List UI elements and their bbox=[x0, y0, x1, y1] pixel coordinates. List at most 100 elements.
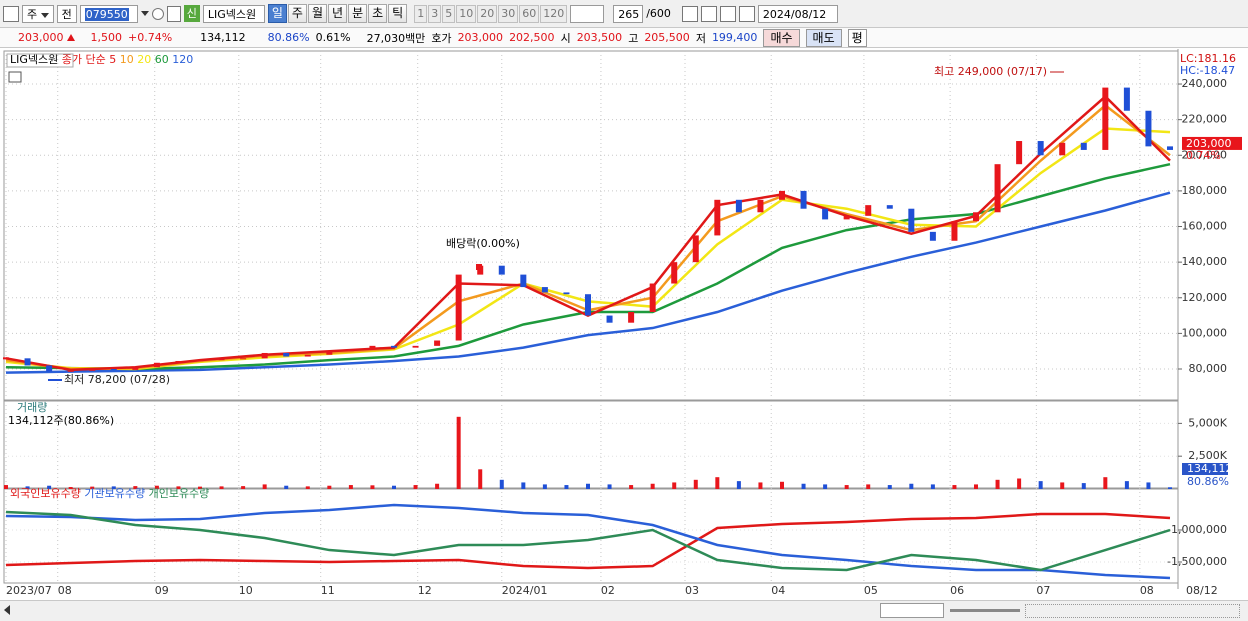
volume-bar bbox=[1146, 482, 1151, 489]
candle bbox=[1102, 87, 1109, 150]
y-tick-label: 5,000K bbox=[1188, 416, 1227, 429]
volume-bar bbox=[995, 479, 1000, 489]
sell-button[interactable]: 매도 bbox=[805, 28, 842, 47]
volume-bar bbox=[586, 483, 590, 489]
open: 203,500 bbox=[576, 31, 623, 44]
period-button[interactable]: 분 bbox=[348, 4, 368, 23]
volume-bar bbox=[715, 477, 720, 489]
playback-controls[interactable] bbox=[880, 603, 944, 618]
zoom-slider[interactable] bbox=[950, 609, 1020, 612]
tool-icon[interactable] bbox=[700, 5, 717, 22]
eval-button[interactable]: 평 bbox=[847, 28, 867, 47]
market: 주 bbox=[27, 7, 38, 21]
volume-bar bbox=[370, 485, 375, 489]
ex-dividend: 배당락(0.00%) bbox=[446, 237, 520, 250]
volume-bar bbox=[564, 485, 569, 489]
chart: 2023/07 08 09 10 11 12 2024/01 02 03 04 05 06 07 08 08… bbox=[0, 49, 1248, 600]
view-tools[interactable] bbox=[1025, 604, 1240, 618]
chart-bg bbox=[0, 49, 1248, 600]
prev-select[interactable]: 전 bbox=[56, 4, 77, 23]
candle bbox=[347, 349, 354, 352]
volume-bar bbox=[930, 484, 935, 489]
volume-bar bbox=[25, 486, 30, 489]
search-icon[interactable] bbox=[151, 7, 164, 20]
scroll-left[interactable] bbox=[4, 605, 10, 615]
volume-bar bbox=[1038, 481, 1043, 489]
legend-entry: 60 bbox=[155, 53, 169, 66]
interval-button[interactable]: 30 bbox=[498, 4, 519, 23]
period-button[interactable]: 월 bbox=[307, 4, 328, 23]
y-tick-label: 140,000 bbox=[1182, 255, 1228, 268]
volume-bar bbox=[672, 482, 677, 489]
interval-group: 1 3 5 10 20 30 60 120 bbox=[414, 4, 568, 23]
volume-bar bbox=[629, 485, 634, 489]
code-dropdown[interactable] bbox=[140, 11, 149, 16]
layout-icon[interactable] bbox=[3, 5, 19, 22]
candle bbox=[585, 294, 591, 316]
count-input[interactable]: 265 bbox=[613, 4, 644, 23]
volume-bar bbox=[68, 487, 73, 489]
candle bbox=[197, 360, 203, 362]
period-button[interactable]: 일 bbox=[267, 4, 287, 23]
period-button[interactable]: 주 bbox=[287, 4, 307, 23]
interval-button[interactable]: 60 bbox=[519, 4, 540, 23]
legend-entry: 외국인보유수량 bbox=[10, 487, 81, 500]
candle bbox=[1080, 142, 1087, 150]
y-tick-label: 200,000 bbox=[1182, 148, 1228, 161]
volume-bar bbox=[823, 484, 828, 489]
x-tick-label: 2023/07 bbox=[6, 584, 52, 597]
y-tick-label: -1,000,000 bbox=[1167, 523, 1227, 536]
interval-button[interactable]: 3 bbox=[428, 4, 442, 23]
tool-icon[interactable] bbox=[681, 5, 698, 22]
code-input[interactable]: 079550 bbox=[79, 4, 138, 23]
sound-icon[interactable] bbox=[166, 5, 181, 22]
x-tick-label: 08 bbox=[58, 584, 72, 597]
dropdown-arrow bbox=[40, 12, 49, 18]
legend-box bbox=[6, 53, 74, 68]
candle bbox=[153, 362, 160, 368]
interval-button[interactable]: 20 bbox=[477, 4, 498, 23]
candle bbox=[908, 208, 915, 232]
interval-button[interactable]: 120 bbox=[540, 4, 568, 23]
tool-icon[interactable] bbox=[719, 5, 736, 22]
count-max: /600 bbox=[646, 7, 671, 20]
candle bbox=[369, 345, 376, 350]
ex-dividend-marker bbox=[476, 264, 482, 270]
period-button[interactable]: 초 bbox=[368, 4, 388, 23]
volume-bar bbox=[176, 486, 181, 489]
y-tick-label: 240,000 bbox=[1182, 77, 1228, 90]
volume-bar bbox=[478, 469, 483, 489]
candle bbox=[132, 367, 139, 370]
new-badge: 신 bbox=[183, 5, 200, 22]
settings-icon[interactable] bbox=[738, 5, 755, 22]
buy-button[interactable]: 매수 bbox=[763, 28, 800, 47]
volume-bar bbox=[284, 485, 289, 489]
up-arrow bbox=[66, 34, 75, 41]
candle bbox=[240, 358, 247, 360]
volume-bar bbox=[47, 485, 52, 489]
candle bbox=[520, 274, 527, 288]
volume-bar bbox=[693, 479, 698, 489]
change: 1,500 bbox=[90, 31, 123, 44]
volume-bar bbox=[111, 486, 116, 489]
volume-bar bbox=[952, 485, 957, 489]
date-input[interactable]: 2024/08/12 bbox=[757, 4, 838, 23]
candle bbox=[714, 199, 721, 236]
market-select[interactable]: 주 bbox=[22, 4, 54, 23]
interval-button[interactable]: 5 bbox=[442, 4, 456, 23]
volume-bar bbox=[413, 485, 418, 489]
blank-select[interactable] bbox=[570, 4, 605, 23]
stock-name[interactable]: LIG넥스원 bbox=[202, 4, 265, 23]
quote-bar: 203,000 1,500 +0.74% 134,112 80.86% 0.61… bbox=[0, 28, 1248, 48]
interval-button[interactable]: 10 bbox=[456, 4, 477, 23]
series-line bbox=[5, 191, 1171, 374]
candle bbox=[649, 283, 656, 313]
candle bbox=[929, 231, 936, 241]
period-button[interactable]: 년 bbox=[328, 4, 348, 23]
volume-bar bbox=[4, 485, 8, 489]
interval-button[interactable]: 1 bbox=[414, 4, 428, 23]
period-button[interactable]: 틱 bbox=[388, 4, 408, 23]
volume-bar bbox=[974, 484, 978, 489]
x-tick-label: 11 bbox=[321, 584, 335, 597]
series-line bbox=[5, 503, 1171, 580]
